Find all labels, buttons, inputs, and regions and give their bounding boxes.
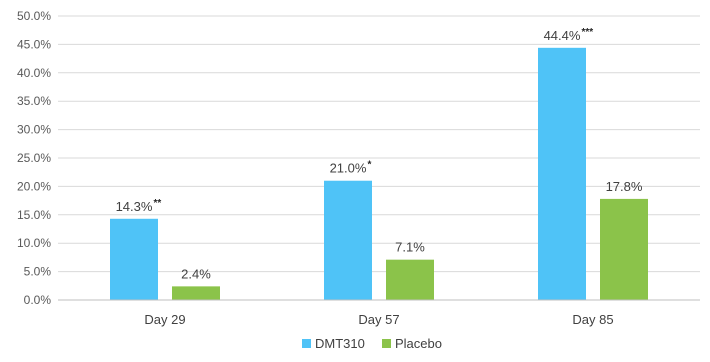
significance-marker: ** — [153, 198, 161, 209]
y-tick-label: 40.0% — [17, 66, 51, 80]
y-axis: 0.0% 5.0% 10.0% 15.0% 20.0% 25.0% 30.0% 35.0% 40… — [17, 9, 51, 307]
y-tick-label: 35.0% — [17, 94, 51, 108]
bar-dmt310-day-85 — [538, 47, 586, 300]
y-tick-label: 30.0% — [17, 123, 51, 137]
legend: DMT310 Placebo — [302, 336, 442, 351]
y-tick-label: 0.0% — [24, 293, 52, 307]
data-label: 21.0% — [330, 161, 367, 176]
y-tick-label: 20.0% — [17, 179, 51, 193]
bars: 14.3% ** 2.4% 21.0% * 7.1% 44.4% *** 17.8% — [110, 27, 648, 300]
legend-swatch — [382, 339, 391, 348]
legend-label: Placebo — [395, 336, 442, 351]
bar-dmt310-day-57 — [324, 180, 372, 300]
gridlines — [58, 15, 700, 273]
data-label: 2.4% — [181, 266, 211, 281]
x-tick-label: Day 29 — [144, 312, 185, 327]
y-tick-label: 10.0% — [17, 236, 51, 250]
y-tick-label: 5.0% — [24, 265, 52, 279]
significance-marker: *** — [581, 27, 593, 38]
data-label: 14.3% — [116, 199, 153, 214]
x-tick-label: Day 85 — [572, 312, 613, 327]
x-axis: Day 29 Day 57 Day 85 — [58, 299, 700, 327]
bar-placebo-day-29 — [172, 286, 220, 300]
y-tick-label: 50.0% — [17, 9, 51, 23]
data-label: 17.8% — [606, 179, 643, 194]
y-tick-label: 45.0% — [17, 37, 51, 51]
y-tick-label: 25.0% — [17, 151, 51, 165]
bar-placebo-day-57 — [386, 259, 434, 300]
bar-placebo-day-85 — [600, 198, 648, 300]
y-tick-label: 15.0% — [17, 208, 51, 222]
bar-dmt310-day-29 — [110, 218, 158, 300]
x-tick-label: Day 57 — [358, 312, 399, 327]
significance-marker: * — [367, 160, 371, 171]
legend-label: DMT310 — [315, 336, 365, 351]
legend-swatch — [302, 339, 311, 348]
data-label: 44.4% — [544, 28, 581, 43]
data-label: 7.1% — [395, 240, 425, 255]
